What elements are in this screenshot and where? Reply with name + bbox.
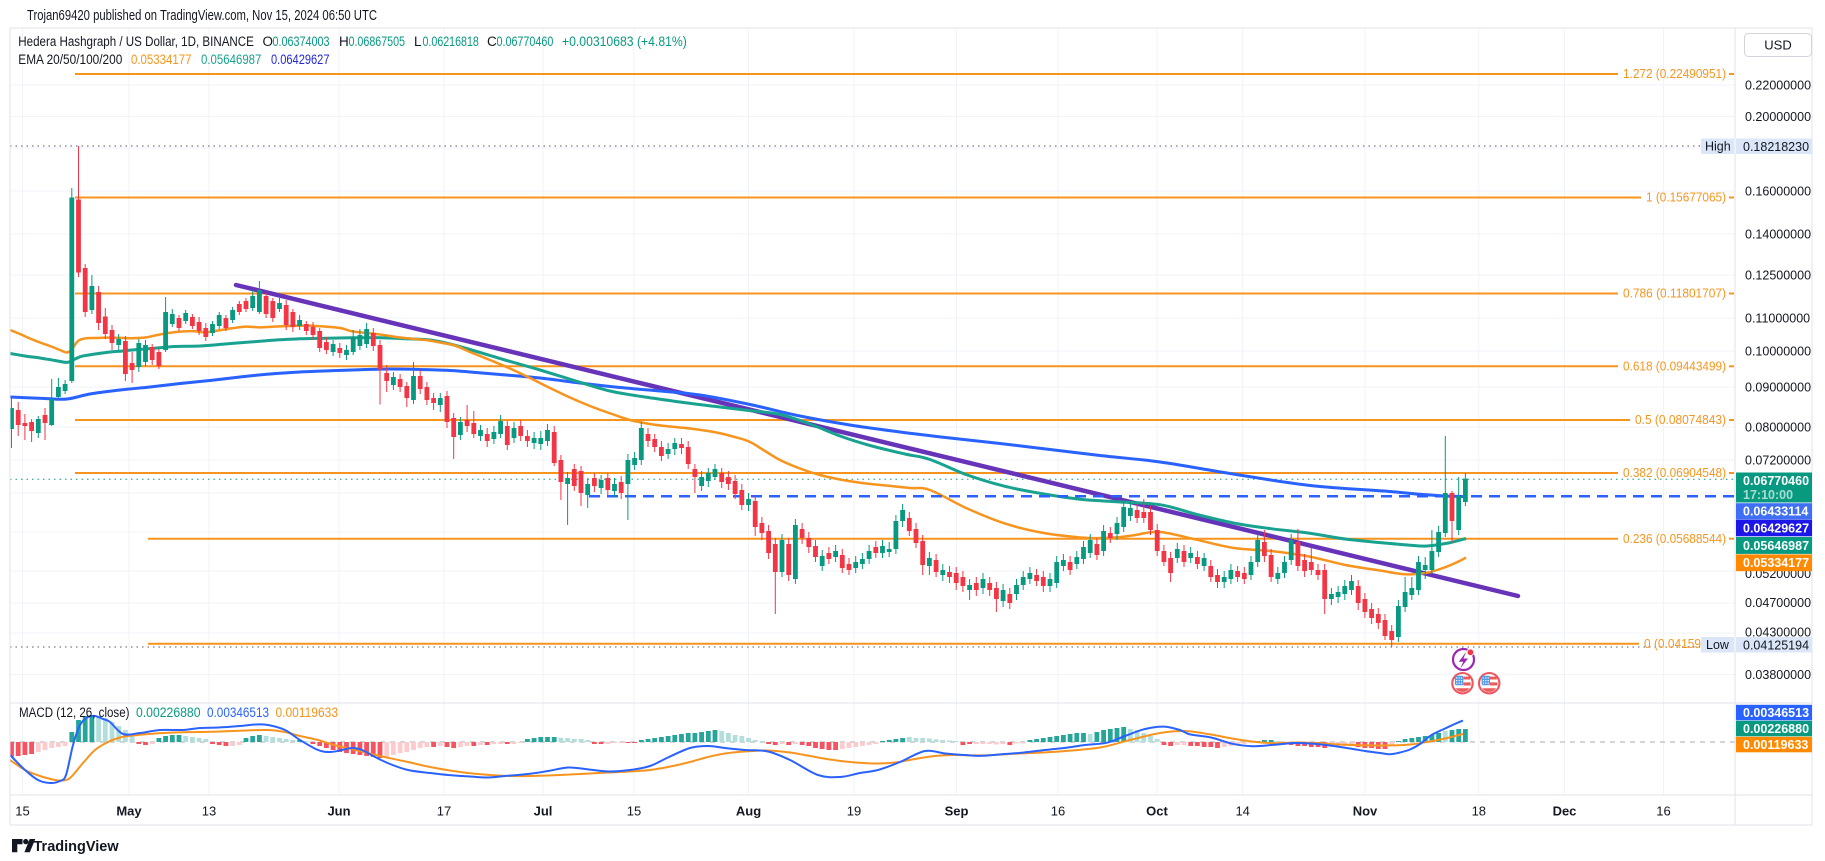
svg-text:0 (0.04159: 0 (0.04159 <box>1644 636 1701 651</box>
svg-text:0.05334177: 0.05334177 <box>1743 556 1809 570</box>
svg-text:0.236 (0.05688544): 0.236 (0.05688544) <box>1623 531 1726 546</box>
svg-text:TradingView: TradingView <box>34 839 120 855</box>
svg-text:0.05334177: 0.05334177 <box>131 52 192 67</box>
svg-text:O: O <box>263 34 274 49</box>
svg-text:Oct: Oct <box>1146 804 1168 819</box>
svg-text:0.06429627: 0.06429627 <box>271 52 330 67</box>
svg-text:0.06770460: 0.06770460 <box>1743 474 1809 488</box>
svg-text:+0.00310683 (+4.81%): +0.00310683 (+4.81%) <box>562 34 687 49</box>
svg-text:0.08000000: 0.08000000 <box>1745 420 1811 434</box>
svg-text:0.22000000: 0.22000000 <box>1745 78 1811 92</box>
svg-text:L: L <box>414 34 422 49</box>
svg-text:18: 18 <box>1472 804 1486 819</box>
svg-text:16: 16 <box>1656 804 1670 819</box>
svg-text:0.00119633: 0.00119633 <box>1743 738 1808 752</box>
svg-text:1 (0.15677065): 1 (0.15677065) <box>1646 190 1726 205</box>
svg-text:15: 15 <box>15 804 29 819</box>
svg-text:0.10000000: 0.10000000 <box>1745 344 1811 358</box>
svg-text:0.06429627: 0.06429627 <box>1743 521 1809 535</box>
svg-text:1.272 (0.22490951): 1.272 (0.22490951) <box>1623 66 1726 81</box>
svg-text:0.09000000: 0.09000000 <box>1745 380 1811 394</box>
svg-text:0.00226880: 0.00226880 <box>1743 722 1809 736</box>
svg-text:High: High <box>1705 140 1731 154</box>
svg-text:0.786 (0.11801707): 0.786 (0.11801707) <box>1623 286 1726 301</box>
svg-text:Nov: Nov <box>1353 804 1378 819</box>
svg-text:Jun: Jun <box>327 804 350 819</box>
svg-text:Sep: Sep <box>945 804 969 819</box>
svg-text:0.20000000: 0.20000000 <box>1745 110 1811 124</box>
svg-text:19: 19 <box>847 804 861 819</box>
svg-text:0.18218230: 0.18218230 <box>1743 140 1809 154</box>
svg-text:13: 13 <box>202 804 216 819</box>
svg-text:0.04700000: 0.04700000 <box>1745 596 1811 610</box>
svg-text:0.05646987: 0.05646987 <box>201 52 261 67</box>
svg-text:0.16000000: 0.16000000 <box>1745 184 1811 198</box>
svg-text:Dec: Dec <box>1553 804 1577 819</box>
svg-text:Jul: Jul <box>534 804 553 819</box>
svg-text:Aug: Aug <box>736 804 761 819</box>
svg-text:0.00346513: 0.00346513 <box>207 705 269 720</box>
svg-text:0.11000000: 0.11000000 <box>1745 311 1810 325</box>
svg-text:MACD (12, 26, close): MACD (12, 26, close) <box>19 705 130 720</box>
svg-text:0.06374003: 0.06374003 <box>273 34 330 49</box>
svg-text:Trojan69420 published on Tradi: Trojan69420 published on TradingView.com… <box>27 8 377 24</box>
svg-text:C: C <box>487 34 497 49</box>
svg-text:0.05646987: 0.05646987 <box>1743 539 1809 553</box>
svg-text:0.618 (0.09443499): 0.618 (0.09443499) <box>1623 359 1726 374</box>
svg-text:16: 16 <box>1051 804 1065 819</box>
svg-text:Hedera Hashgraph / US Dollar,: Hedera Hashgraph / US Dollar, 1D, BINANC… <box>18 34 254 49</box>
svg-text:Low: Low <box>1706 638 1730 652</box>
svg-text:0.5 (0.08074843): 0.5 (0.08074843) <box>1635 412 1726 427</box>
svg-text:USD: USD <box>1764 38 1791 53</box>
svg-text:0.12500000: 0.12500000 <box>1745 268 1811 282</box>
svg-text:EMA 20/50/100/200: EMA 20/50/100/200 <box>18 52 122 67</box>
svg-text:0.04300000: 0.04300000 <box>1745 625 1811 639</box>
svg-text:0.06867505: 0.06867505 <box>349 34 406 49</box>
svg-text:0.00119633: 0.00119633 <box>276 705 339 720</box>
svg-text:0.07200000: 0.07200000 <box>1745 453 1811 467</box>
svg-text:17:10:00: 17:10:00 <box>1743 488 1793 502</box>
svg-text:0.00346513: 0.00346513 <box>1743 706 1809 720</box>
svg-text:0.03800000: 0.03800000 <box>1745 668 1811 682</box>
svg-text:May: May <box>116 804 142 819</box>
svg-text:0.14000000: 0.14000000 <box>1745 227 1811 241</box>
svg-text:14: 14 <box>1235 804 1249 819</box>
svg-text:0.04125194: 0.04125194 <box>1743 638 1809 652</box>
svg-text:0.06216818: 0.06216818 <box>423 34 479 49</box>
svg-text:0.382 (0.06904548): 0.382 (0.06904548) <box>1623 465 1726 480</box>
svg-text:0.06433114: 0.06433114 <box>1743 505 1808 519</box>
svg-text:17: 17 <box>437 804 451 819</box>
svg-text:H: H <box>339 34 349 49</box>
svg-text:0.06770460: 0.06770460 <box>497 34 554 49</box>
svg-text:15: 15 <box>627 804 641 819</box>
svg-text:0.00226880: 0.00226880 <box>136 705 201 720</box>
